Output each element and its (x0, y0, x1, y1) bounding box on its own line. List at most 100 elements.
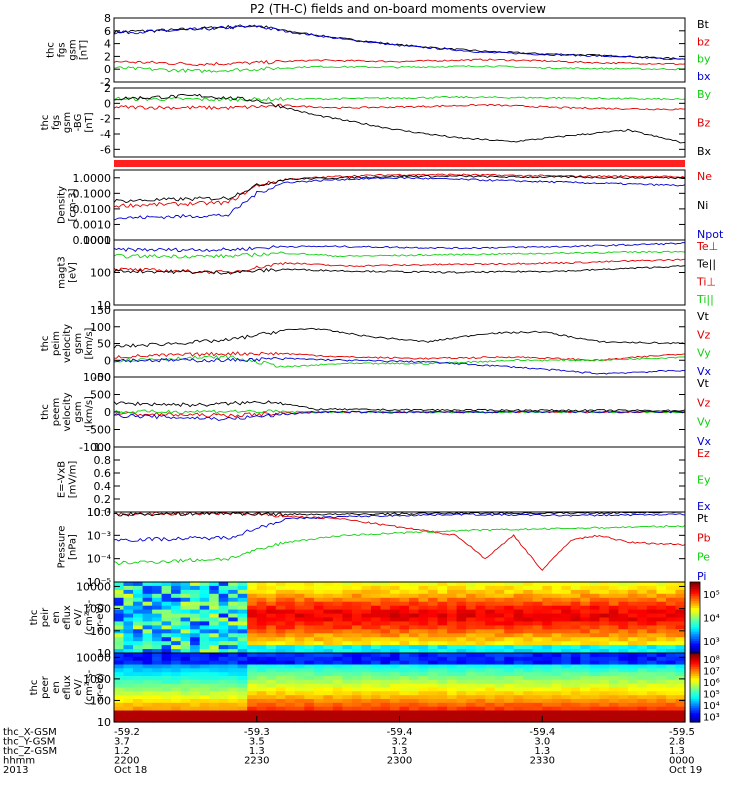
heatmap-cell (589, 706, 600, 712)
x-row-label: 2013 (3, 765, 28, 776)
heatmap-cell (675, 633, 686, 638)
heatmap-cell (532, 597, 543, 603)
heatmap-cell (323, 637, 334, 642)
heatmap-cell (323, 668, 334, 673)
heatmap-cell (342, 687, 353, 692)
y-axis-label: (cm²-s- (84, 599, 95, 635)
heatmap-cell (418, 687, 429, 692)
heatmap-cell (285, 649, 296, 654)
heatmap-cell (390, 691, 401, 696)
heatmap-cell (542, 660, 553, 666)
heatmap-cell (237, 582, 248, 587)
heatmap-cell (361, 625, 372, 630)
heatmap-cell (675, 691, 686, 696)
heatmap-cell (351, 653, 362, 658)
heatmap-cell (351, 597, 362, 603)
heatmap-cell (323, 645, 334, 650)
heatmap-cell (409, 641, 420, 646)
heatmap-cell (218, 621, 229, 626)
heatmap-cell (608, 645, 619, 650)
heatmap-cell (123, 718, 134, 723)
heatmap-cell (275, 582, 286, 587)
heatmap-cell (285, 683, 296, 689)
x-row-value: 3.0 (534, 737, 550, 748)
heatmap-cell (646, 718, 657, 723)
heatmap-cell (513, 683, 524, 689)
heatmap-cell (171, 629, 182, 634)
heatmap-cell (447, 668, 458, 673)
heatmap-cell (294, 660, 305, 666)
heatmap-cell (180, 710, 191, 715)
heatmap-cell (209, 637, 220, 642)
heatmap-cell (323, 589, 334, 595)
heatmap-cell (589, 714, 600, 719)
heatmap-cell (342, 664, 353, 669)
heatmap-cell (428, 637, 439, 642)
x-row-value: -59.3 (244, 727, 270, 738)
heatmap-cell (627, 660, 638, 666)
heatmap-cell (494, 664, 505, 669)
heatmap-cell (513, 633, 524, 638)
heatmap-cell (256, 609, 267, 615)
heatmap-cell (332, 609, 343, 615)
heatmap-cell (627, 656, 638, 662)
heatmap-cell (532, 593, 543, 599)
colorbar-segment (690, 610, 700, 614)
heatmap-cell (456, 691, 467, 696)
heatmap-cell (532, 664, 543, 669)
heatmap-cell (532, 629, 543, 634)
heatmap-cell (332, 706, 343, 712)
heatmap-cell (228, 687, 239, 692)
heatmap-cell (627, 621, 638, 626)
heatmap-cell (523, 585, 534, 591)
heatmap-cell (228, 664, 239, 669)
heatmap-cell (361, 687, 372, 692)
heatmap-cell (142, 691, 153, 696)
heatmap-cell (161, 683, 172, 689)
heatmap-cell (209, 668, 220, 673)
heatmap-cell (409, 687, 420, 692)
heatmap-cell (475, 585, 486, 591)
series-line-Ti2 (113, 250, 686, 259)
heatmap-cell (390, 672, 401, 677)
y-tick-label: 0.0001 (73, 234, 112, 247)
heatmap-cell (399, 621, 410, 626)
heatmap-cell (199, 625, 210, 630)
heatmap-cell (304, 714, 315, 719)
heatmap-cell (656, 621, 667, 626)
heatmap-cell (570, 617, 581, 622)
heatmap-cell (285, 617, 296, 622)
heatmap-cell (428, 597, 439, 603)
heatmap-cell (199, 649, 210, 654)
heatmap-cell (313, 718, 324, 723)
heatmap-cell (361, 633, 372, 638)
heatmap-cell (114, 653, 125, 658)
heatmap-cell (294, 679, 305, 685)
heatmap-cell (304, 645, 315, 650)
heatmap-cell (618, 621, 629, 626)
heatmap-cell (561, 649, 572, 654)
heatmap-cell (542, 641, 553, 646)
heatmap-cell (656, 718, 667, 723)
heatmap-cell (513, 706, 524, 712)
heatmap-cell (133, 637, 144, 642)
heatmap-cell (599, 679, 610, 685)
heatmap-cell (152, 645, 163, 650)
heatmap-cell (390, 676, 401, 681)
heatmap-cell (466, 613, 477, 619)
heatmap-cell (599, 683, 610, 689)
y-axis-label: Pressure (57, 526, 68, 569)
heatmap-cell (570, 637, 581, 642)
heatmap-cell (494, 621, 505, 626)
y-axis-label: en (51, 681, 62, 694)
heatmap-cell (599, 621, 610, 626)
heatmap-cell (294, 710, 305, 715)
heatmap-cell (237, 585, 248, 591)
heatmap-cell (123, 660, 134, 666)
heatmap-cell (390, 585, 401, 591)
heatmap-cell (218, 637, 229, 642)
heatmap-cell (513, 656, 524, 662)
heatmap-cell (542, 664, 553, 669)
heatmap-cell (228, 617, 239, 622)
